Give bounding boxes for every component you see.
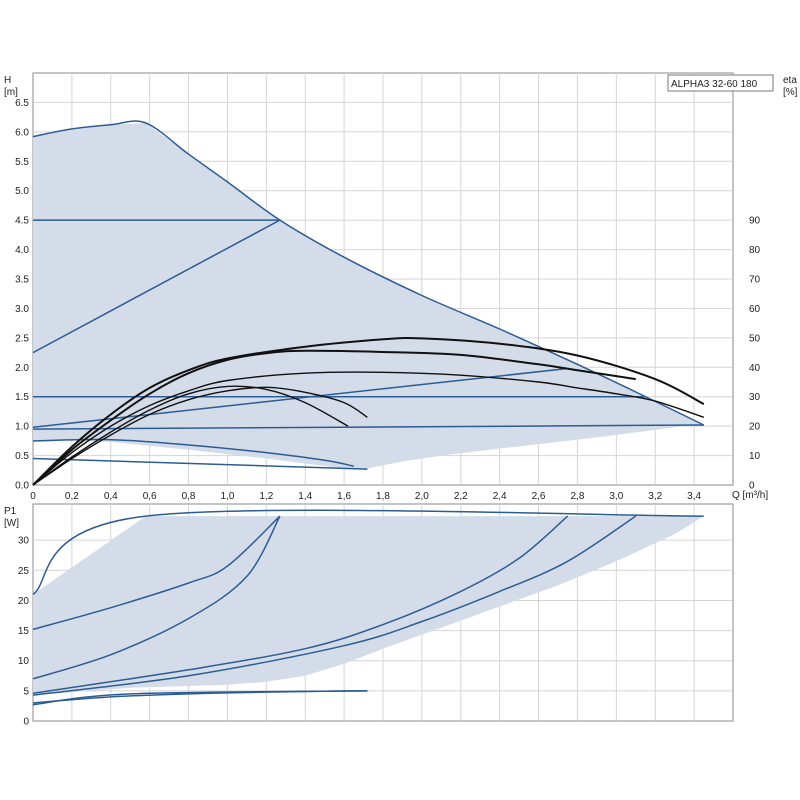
- power-operating-area: [33, 516, 704, 696]
- power-curve: [32, 515, 637, 696]
- head-tick-label: 3.5: [15, 275, 29, 286]
- power-chart: 0 5 10 15 20 25 30 P1 [W]: [4, 503, 734, 728]
- x-tick-label: 3,0: [609, 491, 623, 502]
- eta-tick-label: 80: [749, 245, 761, 256]
- power-tick-label: 25: [18, 566, 30, 577]
- power-axis-label: P1: [4, 506, 17, 517]
- power-tick-label: 20: [18, 596, 30, 607]
- efficiency-curve: [32, 385, 349, 486]
- model-title-box: [667, 74, 774, 92]
- x-tick-label: 2,6: [532, 491, 546, 502]
- flow-axis-label: Q [m³/h]: [732, 490, 768, 501]
- x-tick-label: 2,8: [570, 491, 584, 502]
- head-curve: [32, 120, 705, 426]
- eta-y-ticks: 0 10 20 30 40 50 60 70 80 90: [749, 216, 761, 492]
- x-tick-label: 2,4: [493, 491, 507, 502]
- power-curve: [32, 515, 281, 631]
- power-tick-label: 30: [18, 536, 30, 547]
- power-tick-label: 15: [18, 626, 30, 637]
- head-tick-label: 5.0: [15, 186, 29, 197]
- efficiency-curve: [32, 371, 705, 486]
- x-tick-label: 1,4: [298, 491, 312, 502]
- head-tick-label: 2.5: [15, 333, 29, 344]
- head-tick-label: 6.0: [15, 127, 29, 138]
- head-tick-label: 6.5: [15, 98, 29, 109]
- x-tick-label: 1,8: [376, 491, 390, 502]
- power-curve: [32, 515, 569, 695]
- head-tick-label: 0.5: [15, 451, 29, 462]
- eta-tick-label: 40: [749, 363, 761, 374]
- power-curve: [32, 509, 704, 596]
- head-efficiency-chart: 0.0 0.5 1.0 1.5 2.0 2.5 3.0 3.5 4.0 4.5 5.0 5.5 6.0 6…: [4, 72, 798, 502]
- head-axis-label: H: [4, 75, 11, 86]
- head-tick-label: 3.0: [15, 304, 29, 315]
- head-curve: [32, 367, 568, 429]
- head-tick-label: 0.0: [15, 481, 29, 492]
- efficiency-curve: [32, 349, 636, 486]
- x-tick-label: 3,4: [687, 491, 701, 502]
- power-tick-label: 0: [23, 717, 29, 728]
- eta-tick-label: 90: [749, 216, 761, 227]
- eta-tick-label: 60: [749, 304, 761, 315]
- x-tick-label: 0: [30, 491, 36, 502]
- head-tick-label: 1.0: [15, 422, 29, 433]
- power-curve: [32, 690, 368, 706]
- flow-x-ticks: 0 0,2 0,4 0,6 0,8 1,0 1,2 1,4 1,6 1,8 2,0 2,2 2,4 2,6…: [30, 491, 701, 502]
- head-curve: [32, 424, 704, 430]
- x-tick-label: 0,2: [65, 491, 79, 502]
- eta-tick-label: 30: [749, 392, 761, 403]
- eta-axis-label: eta: [783, 75, 797, 86]
- x-tick-label: 1,2: [259, 491, 273, 502]
- power-curves: [32, 509, 704, 706]
- efficiency-curve: [32, 337, 705, 486]
- x-tick-label: 1,6: [337, 491, 351, 502]
- eta-tick-label: 10: [749, 451, 761, 462]
- head-axis-unit: [m]: [4, 87, 18, 98]
- power-curve: [32, 515, 281, 680]
- power-axis-unit: [W]: [4, 518, 19, 529]
- head-curve: [32, 219, 281, 354]
- head-tick-label: 2.0: [15, 363, 29, 374]
- x-tick-label: 0,8: [182, 491, 196, 502]
- model-title: ALPHA3 32-60 180: [671, 79, 758, 90]
- head-tick-label: 4.0: [15, 245, 29, 256]
- x-tick-label: 2,0: [415, 491, 429, 502]
- eta-tick-label: 70: [749, 275, 761, 286]
- eta-tick-label: 0: [749, 481, 755, 492]
- head-curve: [32, 438, 354, 467]
- head-tick-label: 5.5: [15, 157, 29, 168]
- eta-tick-label: 20: [749, 422, 761, 433]
- head-y-ticks: 0.0 0.5 1.0 1.5 2.0 2.5 3.0 3.5 4.0 4.5 5.0 5.5 6.0 6…: [15, 98, 29, 492]
- head-tick-label: 1.5: [15, 392, 29, 403]
- efficiency-curves: [32, 337, 705, 486]
- x-tick-label: 2,2: [454, 491, 468, 502]
- power-tick-label: 10: [18, 656, 30, 667]
- eta-tick-label: 50: [749, 333, 761, 344]
- eta-axis-unit: [%]: [783, 87, 798, 98]
- x-tick-label: 3,2: [648, 491, 662, 502]
- x-tick-label: 0,4: [104, 491, 118, 502]
- power-y-ticks: 0 5 10 15 20 25 30: [18, 536, 30, 728]
- x-tick-label: 0,6: [143, 491, 157, 502]
- power-tick-label: 5: [23, 686, 29, 697]
- x-tick-label: 1,0: [220, 491, 234, 502]
- head-tick-label: 4.5: [15, 216, 29, 227]
- head-curve: [32, 457, 368, 470]
- efficiency-curve: [32, 386, 368, 486]
